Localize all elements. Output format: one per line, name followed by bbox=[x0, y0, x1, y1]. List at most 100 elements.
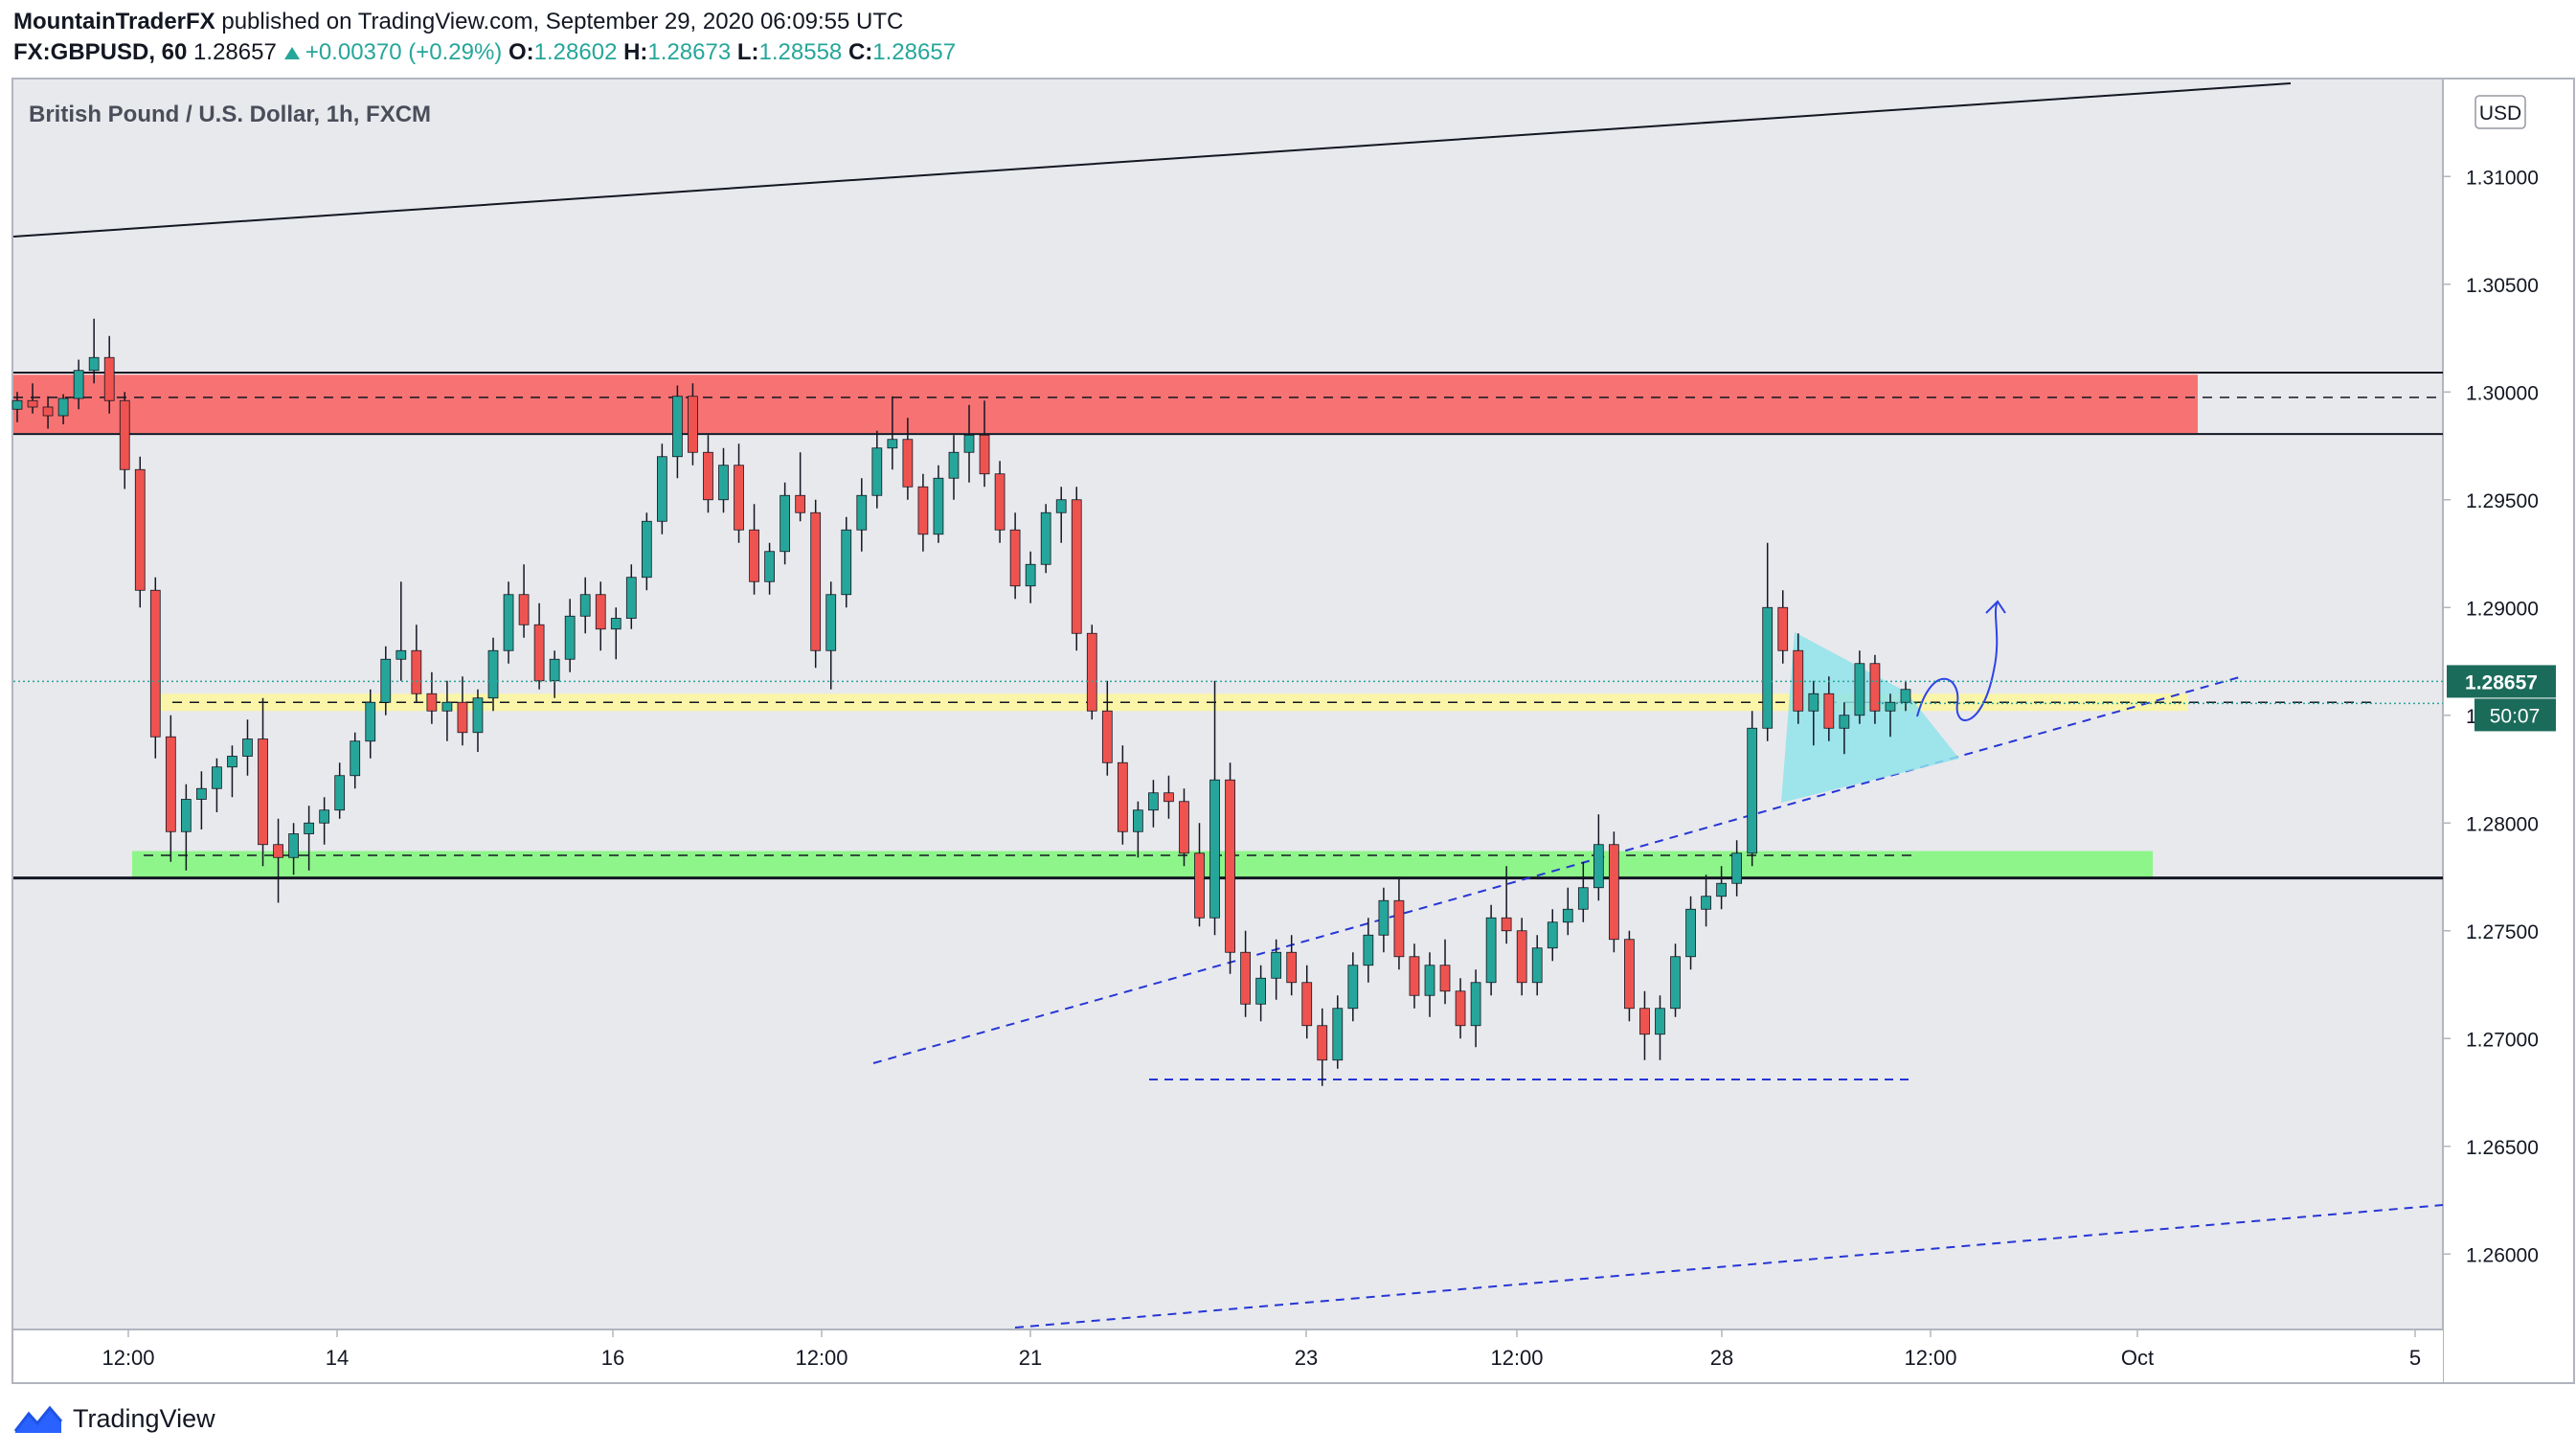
candle bbox=[1117, 745, 1128, 845]
candle-body-down bbox=[1823, 693, 1835, 729]
candle-body-up bbox=[1531, 947, 1543, 984]
candle bbox=[810, 499, 822, 669]
candle-body-down bbox=[533, 624, 545, 682]
currency-button[interactable]: USD bbox=[2474, 95, 2526, 129]
candle bbox=[994, 461, 1006, 543]
candle bbox=[1762, 542, 1774, 741]
rising-trendline[interactable] bbox=[872, 675, 2244, 1064]
candle-body-down bbox=[103, 356, 115, 401]
pennant-triangle[interactable] bbox=[1781, 632, 1959, 803]
candle bbox=[1332, 995, 1344, 1069]
candle-body-down bbox=[1393, 899, 1405, 958]
candle bbox=[1547, 909, 1558, 962]
candle-body-up bbox=[319, 809, 330, 824]
last-price: 1.28657 bbox=[193, 39, 277, 65]
candle-body-down bbox=[917, 486, 929, 535]
y-tick-label: 1.30500 bbox=[2466, 275, 2539, 297]
candle bbox=[1562, 887, 1573, 936]
candle bbox=[88, 318, 100, 384]
candle bbox=[1086, 625, 1097, 720]
candle-body-down bbox=[42, 406, 54, 417]
candle-body-up bbox=[825, 594, 837, 651]
candle bbox=[1025, 551, 1036, 603]
candle-body-up bbox=[1424, 965, 1435, 996]
candle-body-up bbox=[1577, 887, 1589, 910]
projection-arrow[interactable] bbox=[1916, 601, 1999, 721]
candle bbox=[518, 564, 530, 638]
y-tick-label: 1.31000 bbox=[2466, 167, 2539, 189]
resistance-zone[interactable] bbox=[13, 375, 2198, 433]
candle bbox=[871, 430, 883, 509]
candle bbox=[1808, 680, 1819, 746]
candle bbox=[334, 762, 346, 819]
candle bbox=[1839, 702, 1850, 755]
open-value: 1.28602 bbox=[533, 39, 618, 65]
candle bbox=[1133, 801, 1143, 858]
candle-body-down bbox=[703, 451, 713, 501]
candle bbox=[365, 689, 376, 759]
y-tick-label: 1.30000 bbox=[2466, 382, 2539, 404]
up-triangle-icon bbox=[283, 47, 300, 59]
candle-body-down bbox=[902, 439, 914, 488]
candle bbox=[1255, 965, 1267, 1022]
candle-body-down bbox=[1793, 649, 1804, 712]
candle bbox=[856, 478, 868, 552]
candle bbox=[1716, 866, 1727, 910]
support-zone[interactable] bbox=[132, 851, 2153, 879]
candle-body-up bbox=[180, 799, 192, 832]
candle bbox=[564, 599, 576, 672]
candle-body-up bbox=[672, 396, 683, 458]
candle-body-up bbox=[1148, 792, 1159, 811]
candle bbox=[1317, 1008, 1328, 1086]
candle-body-up bbox=[1685, 908, 1696, 958]
candle bbox=[1393, 878, 1405, 970]
candle bbox=[595, 581, 606, 651]
candle-body-up bbox=[625, 577, 637, 619]
candle-body-down bbox=[1301, 982, 1313, 1027]
candle bbox=[1271, 939, 1282, 1000]
candle bbox=[1347, 952, 1359, 1022]
candle-body-up bbox=[227, 756, 237, 768]
candle-body-up bbox=[579, 594, 591, 617]
y-tick-label: 1.26500 bbox=[2466, 1137, 2539, 1159]
candles-layer bbox=[11, 318, 1911, 1086]
candle-body-up bbox=[1133, 809, 1143, 832]
x-tick-label: 12:00 bbox=[1490, 1346, 1543, 1370]
countdown-tag-text: 50:07 bbox=[2490, 705, 2541, 727]
tradingview-logo[interactable]: TradingView bbox=[13, 1402, 215, 1435]
y-tick-label: 1.27500 bbox=[2466, 921, 2539, 943]
candle bbox=[688, 383, 698, 466]
candle-body-up bbox=[1547, 921, 1558, 949]
candle-body-down bbox=[1086, 632, 1097, 712]
open-label: O: bbox=[508, 39, 534, 65]
candle bbox=[1055, 487, 1067, 543]
candle-body-down bbox=[795, 494, 806, 513]
candle-body-down bbox=[1777, 606, 1789, 651]
candle-body-up bbox=[441, 701, 453, 712]
candle-body-down bbox=[426, 693, 438, 712]
candle-body-down bbox=[1609, 844, 1619, 941]
candle bbox=[672, 385, 683, 479]
candle-body-up bbox=[1593, 844, 1604, 889]
x-tick-label: 12:00 bbox=[1904, 1346, 1956, 1370]
currency-label: USD bbox=[2479, 102, 2521, 125]
time-axis-background[interactable] bbox=[13, 1330, 2443, 1382]
candle-body-down bbox=[1164, 792, 1174, 803]
candle bbox=[1409, 943, 1420, 1009]
upper-channel-line[interactable] bbox=[12, 82, 2292, 238]
candle-body-up bbox=[1255, 977, 1267, 1005]
candle-body-up bbox=[564, 615, 576, 660]
candle-body-down bbox=[1117, 761, 1128, 832]
candle-body-up bbox=[656, 456, 667, 522]
candle-body-up bbox=[1854, 663, 1865, 716]
pivot-zone[interactable] bbox=[153, 693, 2188, 712]
last-price-tag-text: 1.28657 bbox=[2465, 671, 2538, 693]
candle-body-up bbox=[472, 697, 484, 734]
candle-body-down bbox=[149, 589, 161, 738]
candle bbox=[1670, 943, 1681, 1017]
candle-body-down bbox=[1009, 529, 1021, 587]
low-value: 1.28558 bbox=[758, 39, 843, 65]
candle bbox=[1823, 676, 1835, 741]
author-name[interactable]: MountainTraderFX bbox=[13, 9, 215, 34]
